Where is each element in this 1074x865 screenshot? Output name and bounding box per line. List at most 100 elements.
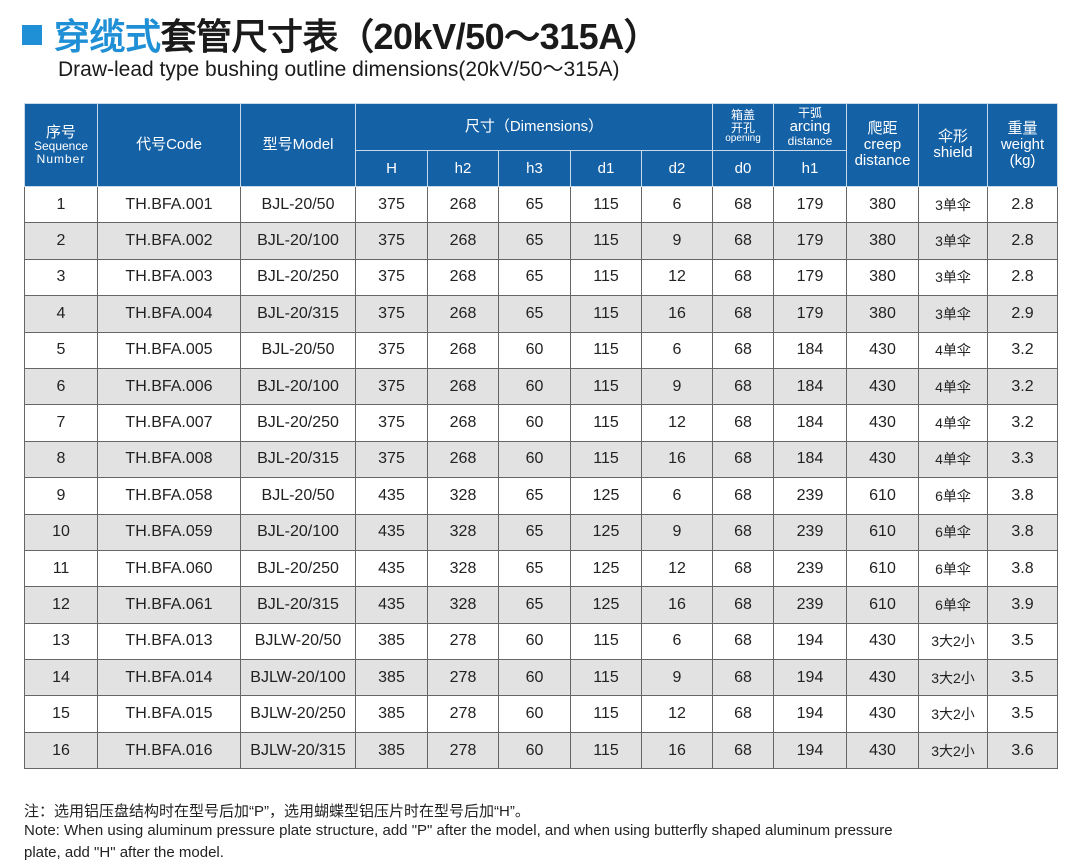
cell-h3: 65 (498, 586, 571, 624)
cell-d2: 9 (641, 659, 713, 697)
cell-sequence: 5 (24, 331, 98, 369)
note-english-line2: plate, add "H" after the model. (24, 844, 224, 861)
cell-H: 375 (355, 440, 428, 479)
cell-d1: 115 (570, 258, 642, 297)
cell-d0: 68 (712, 549, 774, 588)
cell-h3: 65 (498, 222, 571, 260)
cell-weight: 2.8 (987, 185, 1058, 224)
cell-h2: 278 (427, 622, 499, 661)
cell-creep: 430 (846, 622, 919, 661)
cell-d2: 9 (641, 367, 713, 406)
cell-d0: 68 (712, 331, 774, 369)
cell-d1: 115 (570, 659, 642, 697)
cell-h3: 60 (498, 440, 571, 479)
cell-weight: 3.8 (987, 513, 1058, 551)
page-subtitle: Draw-lead type bushing outline dimension… (58, 58, 620, 81)
cell-code: TH.BFA.005 (97, 331, 241, 369)
cell-d0: 68 (712, 477, 774, 515)
cell-weight: 3.5 (987, 695, 1058, 733)
cell-H: 385 (355, 622, 428, 661)
cell-h1: 194 (773, 659, 847, 697)
cell-d1: 115 (570, 222, 642, 260)
cell-shield: 6单伞 (918, 549, 988, 588)
cell-d2: 6 (641, 477, 713, 515)
header-d1: d1 (570, 150, 642, 187)
cell-d2: 12 (641, 695, 713, 733)
cell-h1: 179 (773, 295, 847, 333)
header-weight: 重量 weight (kg) (987, 103, 1058, 187)
cell-H: 375 (355, 258, 428, 297)
cell-h2: 268 (427, 367, 499, 406)
header-h3: h3 (498, 150, 571, 187)
cell-d1: 115 (570, 440, 642, 479)
cell-H: 375 (355, 222, 428, 260)
cell-d2: 16 (641, 731, 713, 770)
cell-h3: 60 (498, 331, 571, 369)
cell-shield: 6单伞 (918, 586, 988, 624)
cell-h3: 60 (498, 659, 571, 697)
header-h1: h1 (773, 150, 847, 187)
cell-d1: 115 (570, 185, 642, 224)
cell-d0: 68 (712, 295, 774, 333)
cell-model: BJL-20/315 (240, 440, 356, 479)
cell-model: BJL-20/50 (240, 477, 356, 515)
cell-h3: 65 (498, 258, 571, 297)
cell-sequence: 13 (24, 622, 98, 661)
table-row: 1 TH.BFA.001 BJL-20/50 375 268 65 115 6 68 179 380… (24, 185, 1058, 224)
cell-creep: 610 (846, 586, 919, 624)
table-row: 4 TH.BFA.004 BJL-20/315 375 268 65 115 16 68 179 3… (24, 295, 1058, 333)
cell-d0: 68 (712, 258, 774, 297)
table-row: 7 TH.BFA.007 BJL-20/250 375 268 60 115 12 68 184 4… (24, 404, 1058, 442)
header-code: 代号Code (97, 103, 241, 187)
cell-creep: 430 (846, 659, 919, 697)
cell-weight: 3.9 (987, 586, 1058, 624)
cell-h2: 328 (427, 477, 499, 515)
cell-sequence: 3 (24, 258, 98, 297)
cell-code: TH.BFA.002 (97, 222, 241, 260)
header-opening: 箱盖 开孔 opening (712, 103, 774, 151)
cell-h2: 278 (427, 731, 499, 770)
cell-h3: 65 (498, 295, 571, 333)
cell-d0: 68 (712, 222, 774, 260)
cell-shield: 3单伞 (918, 258, 988, 297)
cell-h1: 184 (773, 331, 847, 369)
cell-creep: 610 (846, 549, 919, 588)
cell-d0: 68 (712, 695, 774, 733)
cell-h1: 194 (773, 622, 847, 661)
cell-h3: 65 (498, 549, 571, 588)
cell-model: BJL-20/100 (240, 222, 356, 260)
cell-weight: 2.9 (987, 295, 1058, 333)
cell-model: BJL-20/250 (240, 404, 356, 442)
header-dimensions: 尺寸（Dimensions） (355, 103, 713, 151)
cell-d1: 125 (570, 586, 642, 624)
cell-sequence: 9 (24, 477, 98, 515)
cell-model: BJL-20/100 (240, 367, 356, 406)
cell-model: BJL-20/50 (240, 185, 356, 224)
cell-code: TH.BFA.008 (97, 440, 241, 479)
table-row: 9 TH.BFA.058 BJL-20/50 435 328 65 125 6 68 239 610… (24, 477, 1058, 515)
note-english-line1: Note: When using aluminum pressure plate… (24, 822, 893, 839)
cell-weight: 3.5 (987, 659, 1058, 697)
cell-d0: 68 (712, 586, 774, 624)
cell-weight: 3.3 (987, 440, 1058, 479)
cell-h1: 239 (773, 549, 847, 588)
cell-d2: 16 (641, 440, 713, 479)
cell-H: 435 (355, 549, 428, 588)
cell-sequence: 4 (24, 295, 98, 333)
cell-d2: 9 (641, 222, 713, 260)
cell-code: TH.BFA.007 (97, 404, 241, 442)
header-d0: d0 (712, 150, 774, 187)
cell-shield: 3单伞 (918, 222, 988, 260)
cell-creep: 430 (846, 367, 919, 406)
cell-sequence: 12 (24, 586, 98, 624)
cell-model: BJLW-20/250 (240, 695, 356, 733)
cell-sequence: 2 (24, 222, 98, 260)
cell-code: TH.BFA.015 (97, 695, 241, 733)
table-row: 11 TH.BFA.060 BJL-20/250 435 328 65 125 12 68 239… (24, 549, 1058, 588)
cell-h1: 239 (773, 477, 847, 515)
cell-model: BJL-20/50 (240, 331, 356, 369)
cell-creep: 430 (846, 440, 919, 479)
cell-shield: 3大2小 (918, 622, 988, 661)
cell-sequence: 7 (24, 404, 98, 442)
cell-h2: 328 (427, 586, 499, 624)
